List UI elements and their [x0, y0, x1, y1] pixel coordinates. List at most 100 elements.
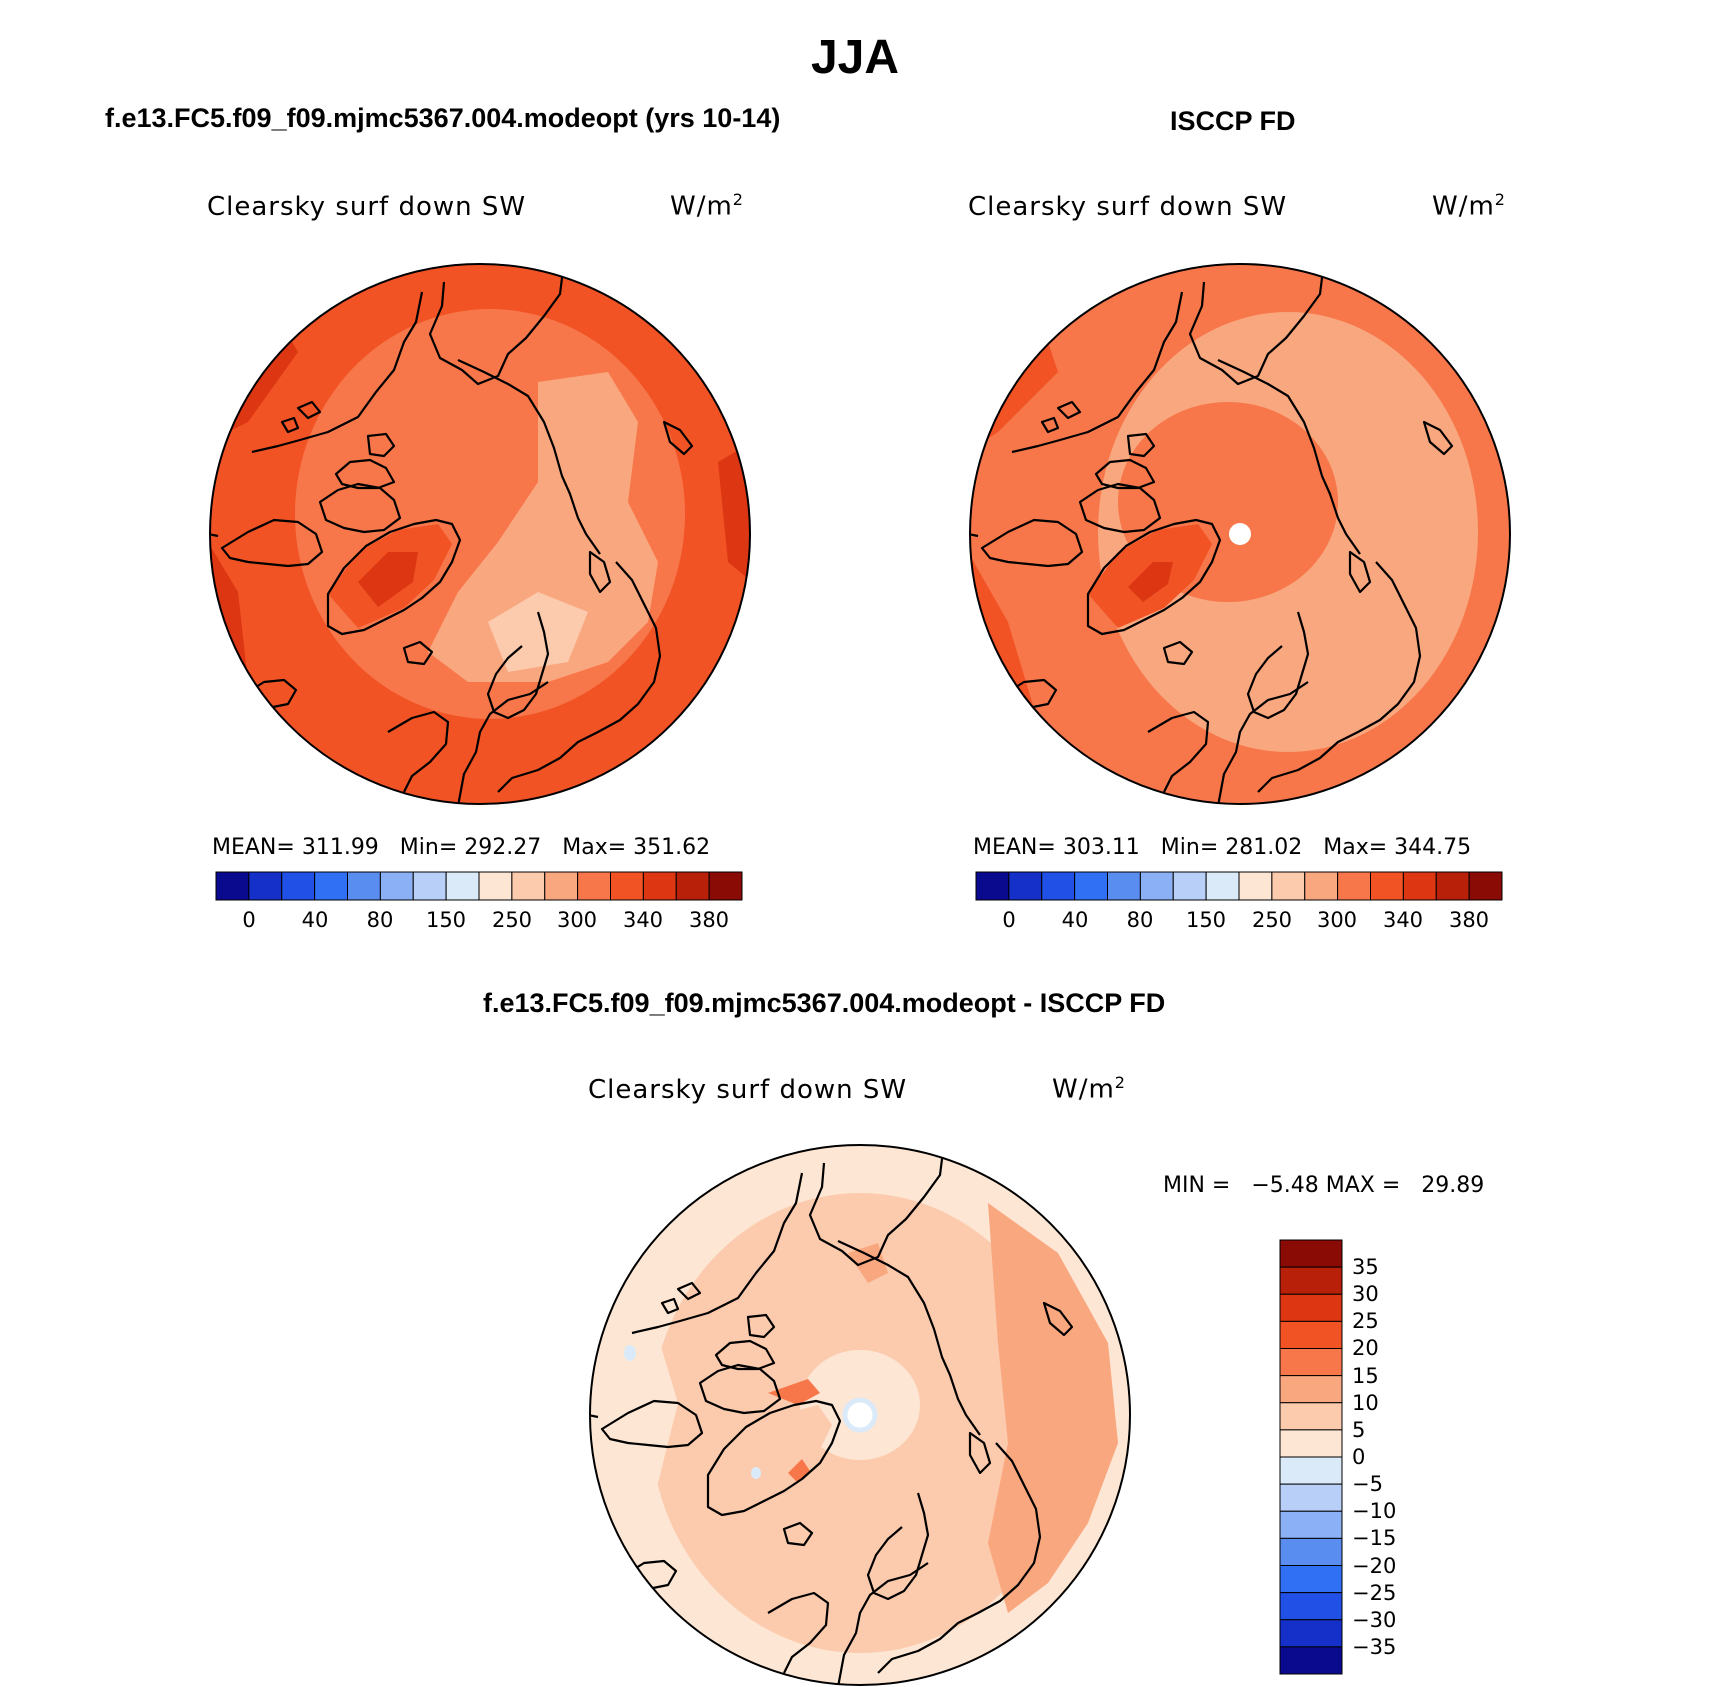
contour-region	[624, 1345, 636, 1361]
model-variable-label: Clearsky surf down SW	[207, 192, 527, 222]
colorbar-box	[1238, 871, 1273, 901]
pole-missing-data	[1229, 523, 1251, 545]
colorbar-box	[610, 871, 644, 901]
colorbar-box	[1107, 871, 1141, 901]
model-min-value: 292.27	[464, 835, 542, 860]
model-polar-map	[209, 263, 751, 805]
colorbar-box	[1139, 871, 1174, 901]
obs-tick: 40	[1061, 908, 1089, 932]
obs-stats: MEAN= 303.11 Min= 281.02 Max= 344.75	[973, 835, 1471, 860]
colorbar-box	[1279, 1565, 1343, 1594]
colorbar-box	[1435, 871, 1470, 901]
obs-tick: 0	[1002, 908, 1016, 932]
coastline	[970, 264, 1454, 804]
map-boundary	[969, 263, 1511, 805]
contour-region	[988, 1203, 1118, 1613]
contour-region	[358, 552, 418, 607]
colorbar-box	[281, 871, 316, 901]
model-min-label: Min=	[399, 835, 458, 860]
obs-mean-value: 303.11	[1062, 835, 1140, 860]
colorbar-box	[1468, 871, 1503, 901]
coastline	[590, 1145, 1074, 1685]
difference-tick: 10	[1352, 1391, 1379, 1415]
difference-units-label: W/m2	[1052, 1073, 1126, 1105]
model-tick: 250	[491, 908, 533, 932]
pole-ring	[842, 1397, 878, 1433]
model-tick: 40	[301, 908, 329, 932]
obs-mean-label: MEAN=	[973, 835, 1056, 860]
obs-tick: 80	[1126, 908, 1154, 932]
difference-colorbar	[1279, 1239, 1343, 1675]
colorbar-box	[314, 871, 348, 901]
model-mean-value: 311.99	[301, 835, 379, 860]
model-mean-label: MEAN=	[212, 835, 295, 860]
difference-min-value: −5.48	[1251, 1173, 1319, 1198]
obs-tick: 250	[1251, 908, 1293, 932]
figure-title: JJA	[810, 31, 900, 84]
obs-units-label: W/m2	[1432, 190, 1506, 222]
colorbar-box	[1370, 871, 1404, 901]
obs-panel-title: ISCCP FD	[1170, 106, 1296, 136]
model-colorbar	[215, 871, 743, 901]
difference-tick: 30	[1352, 1282, 1379, 1306]
colorbar-box	[1337, 871, 1371, 901]
difference-max-value: 29.89	[1421, 1173, 1485, 1198]
colorbar-box	[1279, 1510, 1343, 1539]
difference-polar-map	[589, 1144, 1131, 1686]
colorbar-box	[544, 871, 579, 901]
colorbar-box	[1279, 1375, 1343, 1404]
colorbar-box	[1279, 1592, 1343, 1621]
difference-variable-label: Clearsky surf down SW	[588, 1075, 908, 1105]
obs-min-label: Min=	[1160, 835, 1219, 860]
obs-polar-map	[969, 263, 1511, 805]
obs-tick: 150	[1185, 908, 1227, 932]
difference-tick: −25	[1352, 1581, 1397, 1605]
obs-colorbar-ticks: 0 40 80 150 250 300 340 380	[976, 908, 1502, 934]
obs-max-value: 344.75	[1394, 835, 1472, 860]
difference-panel-title: f.e13.FC5.f09_f09.mjmc5367.004.modeopt -…	[483, 988, 1166, 1018]
colorbar-box	[379, 871, 414, 901]
model-tick: 380	[688, 908, 730, 932]
difference-tick: −10	[1352, 1499, 1397, 1523]
colorbar-box	[1402, 871, 1437, 901]
difference-tick: −20	[1352, 1554, 1397, 1578]
contour-region	[788, 1459, 810, 1483]
colorbar-box	[577, 871, 611, 901]
contour-region	[488, 592, 588, 672]
difference-minmax: MIN = −5.48 MAX = 29.89	[1163, 1173, 1484, 1198]
colorbar-box	[1279, 1619, 1343, 1648]
model-tick: 300	[556, 908, 598, 932]
pole-missing-data	[847, 1402, 873, 1428]
obs-min-value: 281.02	[1225, 835, 1303, 860]
colorbar-box	[642, 871, 677, 901]
model-tick: 0	[242, 908, 256, 932]
colorbar-box	[675, 871, 710, 901]
contour-region	[1128, 562, 1173, 602]
model-colorbar-ticks: 0 40 80 150 250 300 340 380	[216, 908, 742, 934]
difference-tick: −15	[1352, 1526, 1397, 1550]
colorbar-box	[1279, 1348, 1343, 1377]
colorbar-box	[708, 871, 743, 901]
colorbar-box	[1271, 871, 1306, 901]
difference-tick: −35	[1352, 1635, 1397, 1659]
difference-tick: 15	[1352, 1364, 1379, 1388]
obs-tick: 300	[1316, 908, 1358, 932]
difference-min-label: MIN =	[1163, 1173, 1231, 1198]
colorbar-box	[1041, 871, 1076, 901]
difference-tick: 35	[1352, 1255, 1379, 1279]
colorbar-box	[1008, 871, 1043, 901]
colorbar-box	[1172, 871, 1207, 901]
colorbar-box	[1279, 1239, 1343, 1268]
contour-region	[428, 372, 658, 682]
model-max-value: 351.62	[633, 835, 711, 860]
colorbar-box	[511, 871, 546, 901]
colorbar-box	[347, 871, 381, 901]
contour-region	[848, 1243, 888, 1283]
colorbar-box	[215, 871, 250, 901]
difference-colorbar-ticks: 35 30 25 20 15 10 5 0 −5 −10 −15 −20 −25…	[1352, 1240, 1432, 1674]
obs-variable-label: Clearsky surf down SW	[968, 192, 1288, 222]
contour-region	[738, 1405, 832, 1493]
colorbar-box	[1279, 1293, 1343, 1322]
model-tick: 150	[425, 908, 467, 932]
difference-tick: −5	[1352, 1472, 1383, 1496]
